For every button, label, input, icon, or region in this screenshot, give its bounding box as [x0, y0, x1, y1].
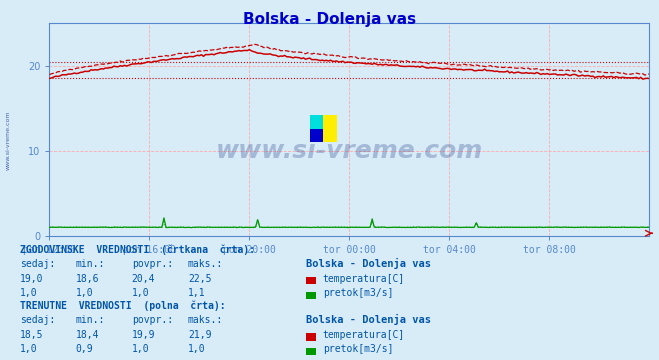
Text: 1,0: 1,0 — [132, 344, 150, 354]
Text: 19,0: 19,0 — [20, 274, 43, 284]
Text: povpr.:: povpr.: — [132, 259, 173, 269]
Text: 18,4: 18,4 — [76, 330, 100, 340]
Bar — [310, 129, 324, 142]
Text: 18,5: 18,5 — [20, 330, 43, 340]
Text: Bolska - Dolenja vas: Bolska - Dolenja vas — [243, 12, 416, 27]
Text: www.si-vreme.com: www.si-vreme.com — [6, 111, 11, 170]
Text: 21,9: 21,9 — [188, 330, 212, 340]
Text: 1,0: 1,0 — [20, 288, 38, 298]
Text: 20,4: 20,4 — [132, 274, 156, 284]
Text: sedaj:: sedaj: — [20, 259, 55, 269]
Text: sedaj:: sedaj: — [20, 315, 55, 325]
Text: Bolska - Dolenja vas: Bolska - Dolenja vas — [306, 314, 432, 325]
Text: 0,9: 0,9 — [76, 344, 94, 354]
Text: 22,5: 22,5 — [188, 274, 212, 284]
Text: 18,6: 18,6 — [76, 274, 100, 284]
Text: pretok[m3/s]: pretok[m3/s] — [323, 344, 393, 354]
Text: 1,0: 1,0 — [132, 288, 150, 298]
Text: 1,0: 1,0 — [20, 344, 38, 354]
Text: 1,1: 1,1 — [188, 288, 206, 298]
Text: min.:: min.: — [76, 315, 105, 325]
Text: www.si-vreme.com: www.si-vreme.com — [215, 139, 483, 163]
Text: povpr.:: povpr.: — [132, 315, 173, 325]
Text: maks.:: maks.: — [188, 259, 223, 269]
Text: TRENUTNE  VREDNOSTI  (polna  črta):: TRENUTNE VREDNOSTI (polna črta): — [20, 300, 225, 311]
Text: 1,0: 1,0 — [76, 288, 94, 298]
Text: ZGODOVINSKE  VREDNOSTI  (črtkana  črta):: ZGODOVINSKE VREDNOSTI (črtkana črta): — [20, 244, 255, 255]
Text: Bolska - Dolenja vas: Bolska - Dolenja vas — [306, 258, 432, 269]
Text: maks.:: maks.: — [188, 315, 223, 325]
Text: temperatura[C]: temperatura[C] — [323, 330, 405, 340]
Bar — [310, 115, 337, 142]
Text: temperatura[C]: temperatura[C] — [323, 274, 405, 284]
Text: 19,9: 19,9 — [132, 330, 156, 340]
Text: min.:: min.: — [76, 259, 105, 269]
Text: pretok[m3/s]: pretok[m3/s] — [323, 288, 393, 298]
Bar — [310, 115, 324, 142]
Text: 1,0: 1,0 — [188, 344, 206, 354]
